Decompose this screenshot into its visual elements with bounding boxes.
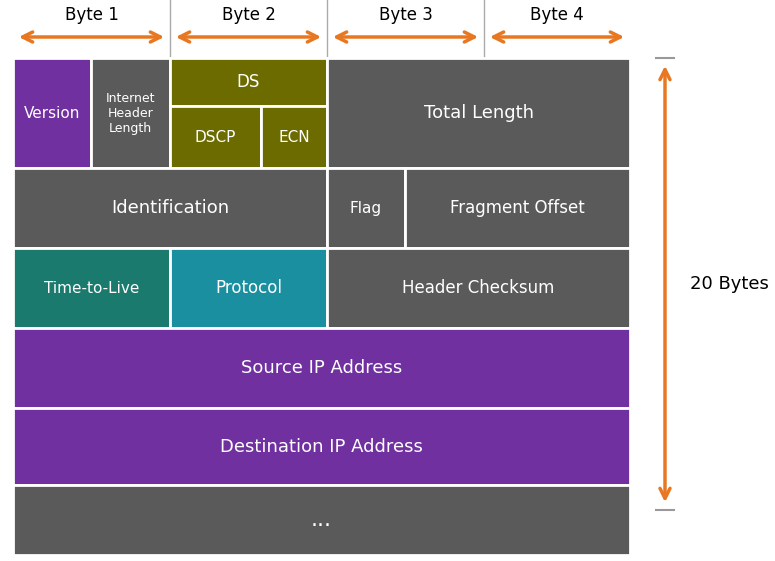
Bar — [13, 58, 91, 168]
Text: DS: DS — [237, 73, 260, 91]
Text: ECN: ECN — [278, 130, 310, 145]
Text: Version: Version — [24, 105, 80, 121]
Text: Destination IP Address: Destination IP Address — [220, 438, 423, 456]
Bar — [91, 58, 170, 168]
Text: Byte 4: Byte 4 — [530, 6, 584, 24]
Text: Source IP Address: Source IP Address — [241, 359, 402, 377]
Text: Byte 3: Byte 3 — [378, 6, 432, 24]
Bar — [261, 107, 327, 168]
Text: Time-to-Live: Time-to-Live — [44, 280, 140, 296]
Text: Flag: Flag — [350, 200, 382, 215]
Text: Protocol: Protocol — [215, 279, 282, 297]
Bar — [13, 408, 630, 485]
Text: Total Length: Total Length — [423, 104, 533, 122]
Bar — [327, 248, 630, 328]
Bar — [327, 58, 630, 168]
Text: Byte 2: Byte 2 — [222, 6, 275, 24]
Text: Identification: Identification — [111, 199, 229, 217]
Text: Byte 1: Byte 1 — [64, 6, 119, 24]
Text: ...: ... — [311, 510, 332, 530]
Text: Internet
Header
Length: Internet Header Length — [105, 91, 155, 135]
Bar — [405, 168, 630, 248]
Bar — [13, 248, 170, 328]
Bar — [13, 485, 630, 555]
Text: Fragment Offset: Fragment Offset — [450, 199, 585, 217]
Bar — [170, 107, 261, 168]
Bar — [13, 168, 327, 248]
Text: 20 Bytes: 20 Bytes — [690, 275, 769, 293]
Text: Header Checksum: Header Checksum — [402, 279, 555, 297]
Bar — [327, 168, 405, 248]
Bar — [170, 248, 327, 328]
Text: DSCP: DSCP — [195, 130, 236, 145]
Bar — [170, 58, 327, 107]
Bar — [13, 328, 630, 408]
